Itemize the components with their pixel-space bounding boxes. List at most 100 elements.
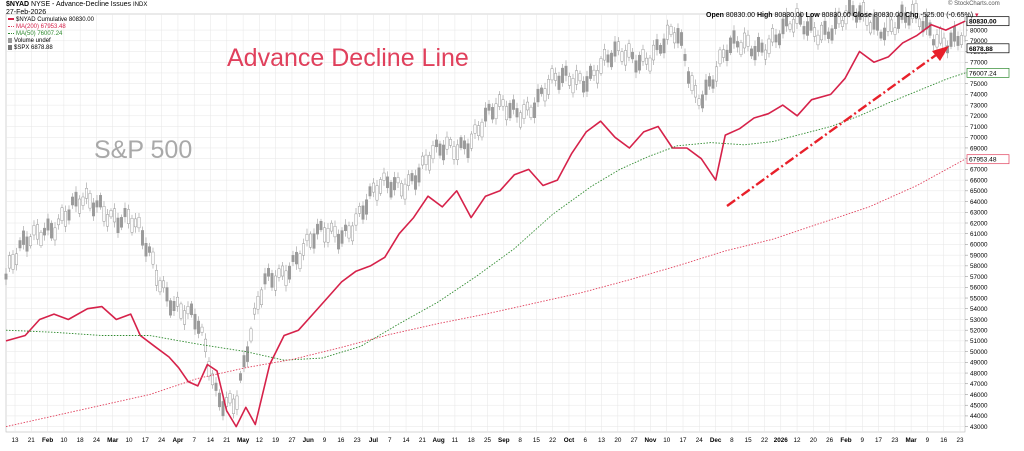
spx-candle-body bbox=[729, 37, 732, 53]
last-value-badge-box bbox=[966, 16, 1010, 27]
spx-candle-body bbox=[788, 23, 792, 30]
y-tick-label: 51000 bbox=[970, 338, 988, 345]
x-tick-label: 7 bbox=[192, 437, 196, 444]
spx-candle-body bbox=[8, 255, 11, 269]
spx-candle-body bbox=[771, 28, 774, 43]
x-tick-label: 21 bbox=[419, 437, 427, 444]
spx-candle-body bbox=[113, 208, 116, 223]
x-tick-label: 17 bbox=[142, 437, 150, 444]
ma200-value-badge-box bbox=[966, 154, 1010, 165]
spx-candle-body bbox=[876, 17, 879, 31]
x-tick-label: 13 bbox=[11, 437, 19, 444]
y-tick-label: 74000 bbox=[970, 92, 988, 99]
y-tick-label: 47000 bbox=[970, 381, 988, 388]
chart-date: 27-Feb-2026 bbox=[6, 9, 47, 16]
chg-label: Chg bbox=[904, 12, 919, 19]
spx-candle-body bbox=[774, 34, 778, 43]
x-tick-label: 10 bbox=[60, 437, 68, 444]
close-label: Close bbox=[852, 12, 872, 19]
spx-candle-body bbox=[25, 236, 29, 252]
spx-candle-body bbox=[757, 36, 760, 53]
spx-candle-body bbox=[666, 24, 669, 40]
spx-candle-body bbox=[123, 208, 127, 218]
spx-candle-body bbox=[830, 28, 834, 41]
x-tick-label: 27 bbox=[288, 437, 296, 444]
spx-candle-body bbox=[883, 27, 886, 41]
spx-candle-body bbox=[823, 20, 827, 35]
spx-candle-body bbox=[22, 230, 25, 245]
x-tick-label: 23 bbox=[354, 437, 362, 444]
spx-candle-body bbox=[165, 287, 169, 302]
sp500-annotation: S&P 500 bbox=[94, 136, 193, 164]
chart-header-left: $NYAD NYSE - Advance-Decline Issues INDX bbox=[6, 1, 147, 8]
x-tick-label: Apr bbox=[173, 437, 184, 444]
spx-candle-body bbox=[799, 13, 802, 25]
spx-candle-body bbox=[645, 57, 648, 65]
spx-candle-body bbox=[179, 303, 183, 319]
spx-candle-body bbox=[312, 233, 316, 249]
spx-candle-body bbox=[858, 5, 862, 20]
spx-candle-body bbox=[116, 217, 120, 233]
spx-candle-body bbox=[183, 310, 186, 325]
spx-candle-body bbox=[743, 32, 746, 49]
low-value: 80830.00 bbox=[821, 12, 851, 19]
spx-candle-body bbox=[309, 233, 312, 248]
spx-candle-body bbox=[683, 54, 687, 61]
spx-candle-body bbox=[631, 51, 634, 60]
x-tick-label: 27 bbox=[631, 437, 639, 444]
spx-candle-body bbox=[564, 65, 568, 76]
legend-ma50: MA(50) 76007.24 bbox=[8, 31, 62, 38]
y-tick-label: 56000 bbox=[970, 285, 988, 292]
spx-candle-body bbox=[249, 328, 253, 342]
spx-candle-body bbox=[641, 49, 645, 62]
spx-candle-body bbox=[648, 57, 652, 72]
x-tick-label: 15 bbox=[745, 437, 753, 444]
spx-candle-body bbox=[834, 13, 837, 29]
spx-candle-body bbox=[634, 60, 638, 73]
spx-candle-body bbox=[739, 42, 743, 55]
spx-candle-body bbox=[340, 230, 344, 244]
spx-candle-body bbox=[617, 41, 620, 51]
spx-candle-body bbox=[207, 361, 211, 377]
x-tick-label: 22 bbox=[549, 437, 557, 444]
spx-candle-body bbox=[473, 124, 477, 134]
spx-candle-body bbox=[253, 307, 256, 315]
spx-candle-body bbox=[267, 267, 270, 277]
spx-candle-body bbox=[540, 87, 543, 94]
spx-candle-body bbox=[624, 50, 627, 66]
spx-candle-body bbox=[155, 270, 158, 286]
spx-value-badge-box bbox=[966, 43, 1010, 54]
spx-candle-body bbox=[295, 251, 298, 265]
spx-candle-body bbox=[802, 26, 806, 35]
high-label: High bbox=[757, 12, 773, 19]
spx-candle-body bbox=[319, 220, 323, 231]
spx-candle-body bbox=[484, 107, 487, 122]
spx-candle-body bbox=[904, 12, 907, 23]
y-tick-label: 65000 bbox=[970, 188, 988, 195]
x-tick-label: 9 bbox=[323, 437, 327, 444]
spx-candle-body bbox=[414, 175, 417, 190]
spx-candle-body bbox=[99, 195, 102, 208]
y-tick-label: 53000 bbox=[970, 317, 988, 324]
spx-candle-body bbox=[46, 218, 50, 231]
spx-candle-body bbox=[141, 230, 144, 246]
spx-candle-body bbox=[659, 44, 662, 54]
spx-candle-body bbox=[29, 236, 32, 247]
spx-candle-body bbox=[508, 102, 512, 119]
spx-candle-body bbox=[610, 52, 613, 68]
y-tick-label: 58000 bbox=[970, 263, 988, 270]
spx-candle-body bbox=[585, 76, 589, 92]
spx-candle-body bbox=[872, 14, 876, 30]
spx-candle-body bbox=[708, 76, 711, 87]
spx-candle-body bbox=[491, 107, 494, 120]
spx-candle-body bbox=[232, 398, 235, 414]
spx-candle-body bbox=[71, 196, 74, 206]
spx-candle-body bbox=[529, 106, 533, 119]
ma50-value-badge: 76007.24 bbox=[969, 70, 997, 77]
x-tick-label: 2026 bbox=[774, 437, 789, 444]
spx-candle-body bbox=[897, 14, 900, 29]
spx-candle-body bbox=[368, 186, 372, 197]
x-tick-label: Dec bbox=[710, 437, 722, 444]
spx-candle-body bbox=[95, 200, 99, 208]
spx-candle-body bbox=[190, 303, 193, 316]
